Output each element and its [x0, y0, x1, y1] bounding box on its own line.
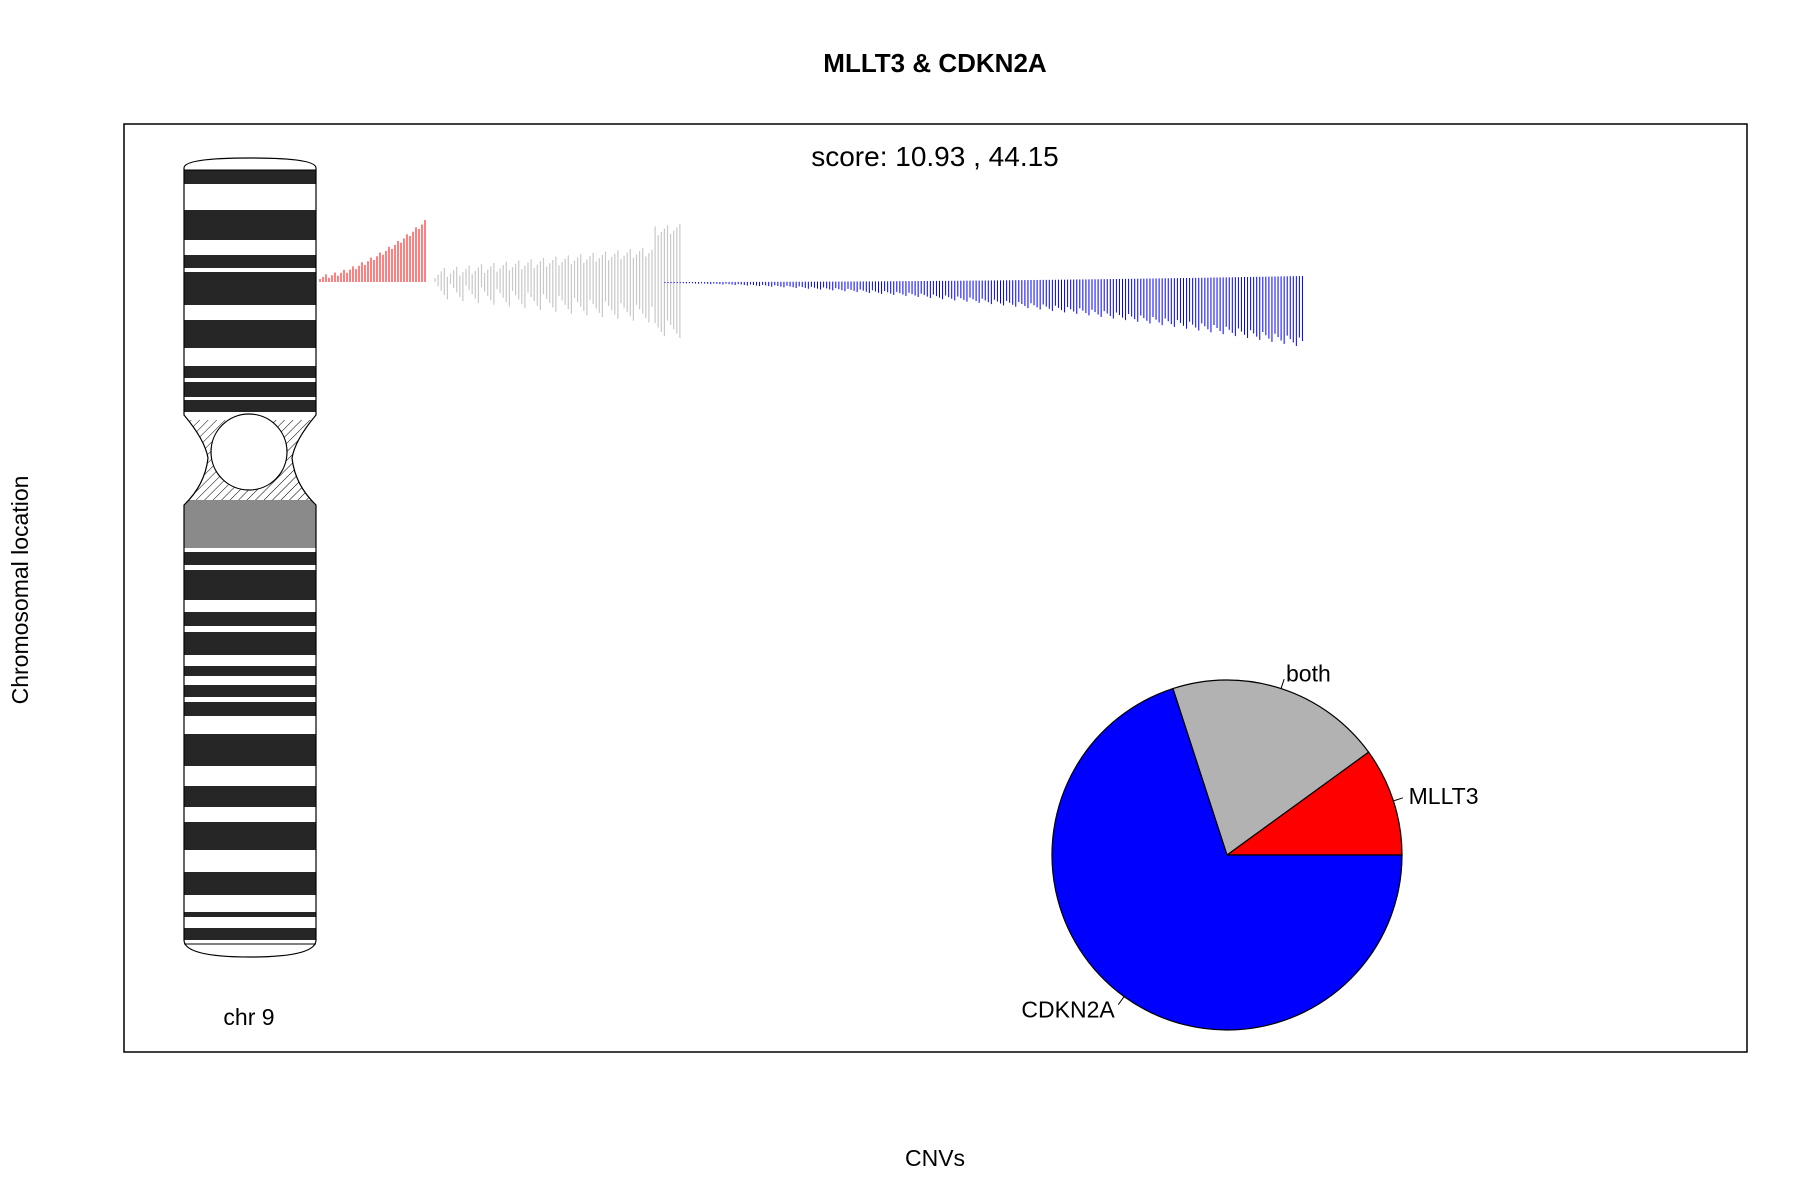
score-label: score: 10.93 , 44.15 — [811, 141, 1059, 172]
pie-label-tick — [1393, 797, 1404, 802]
pie-label-cdkn2a: CDKN2A — [1021, 997, 1115, 1023]
pie-label-tick — [1117, 996, 1125, 1005]
pie-label-mllt3: MLLT3 — [1409, 783, 1479, 809]
pie-label-tick — [1280, 678, 1285, 689]
plot-frame — [123, 123, 1748, 1053]
y-axis-label: Chromosomal location — [7, 476, 33, 705]
chromosome-label: chr 9 — [223, 1004, 274, 1030]
chromosome-ideogram — [183, 157, 317, 958]
pie-label-both: both — [1286, 660, 1331, 686]
chart-title: MLLT3 & CDKN2A — [823, 48, 1047, 78]
pie-slice-cdkn2a — [1051, 687, 1403, 1031]
cnv-track — [319, 220, 1303, 346]
pie-chart: MLLT3 both CDKN2A — [1021, 660, 1479, 1031]
centromere — [210, 413, 288, 491]
x-axis-label: CNVs — [905, 1145, 965, 1171]
